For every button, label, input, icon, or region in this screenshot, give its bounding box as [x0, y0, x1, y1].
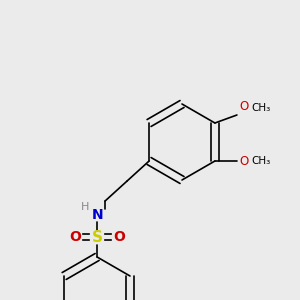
- Text: O: O: [239, 154, 248, 167]
- Text: O: O: [69, 230, 81, 244]
- Text: S: S: [92, 230, 103, 244]
- Text: O: O: [113, 230, 125, 244]
- Text: CH₃: CH₃: [251, 156, 270, 166]
- Text: N: N: [91, 208, 103, 222]
- Text: O: O: [239, 100, 248, 113]
- Text: CH₃: CH₃: [251, 103, 270, 113]
- Text: H: H: [81, 202, 89, 212]
